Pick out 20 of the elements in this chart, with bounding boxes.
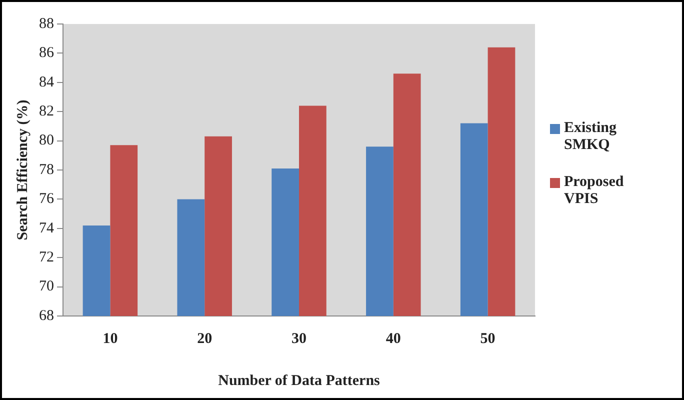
legend-label: Existing SMKQ: [564, 120, 618, 154]
y-tick-label: 88: [39, 16, 54, 32]
y-tick-label: 84: [39, 74, 54, 90]
y-tick-label: 82: [39, 104, 54, 120]
y-tick-label: 70: [39, 278, 54, 295]
y-tick-label: 80: [39, 132, 54, 149]
y-tick-label: 86: [39, 45, 54, 62]
y-tick-label: 68: [39, 308, 54, 324]
y-tick-label: 74: [39, 220, 54, 236]
y-tick-label: 76: [39, 191, 54, 208]
legend-label: Proposed VPIS: [564, 174, 625, 208]
y-tick-label: 72: [39, 250, 54, 266]
x-tick-label: 10: [102, 330, 118, 347]
x-tick-label: 40: [386, 330, 401, 347]
x-tick-label: 30: [292, 330, 306, 347]
x-axis-title: Number of Data Patterns: [218, 372, 380, 389]
x-tick-label: 50: [480, 330, 496, 347]
y-tick-label: 78: [39, 162, 54, 178]
y-axis-title: Search Efficiency (%): [14, 100, 31, 240]
x-tick-label: 20: [197, 330, 212, 347]
